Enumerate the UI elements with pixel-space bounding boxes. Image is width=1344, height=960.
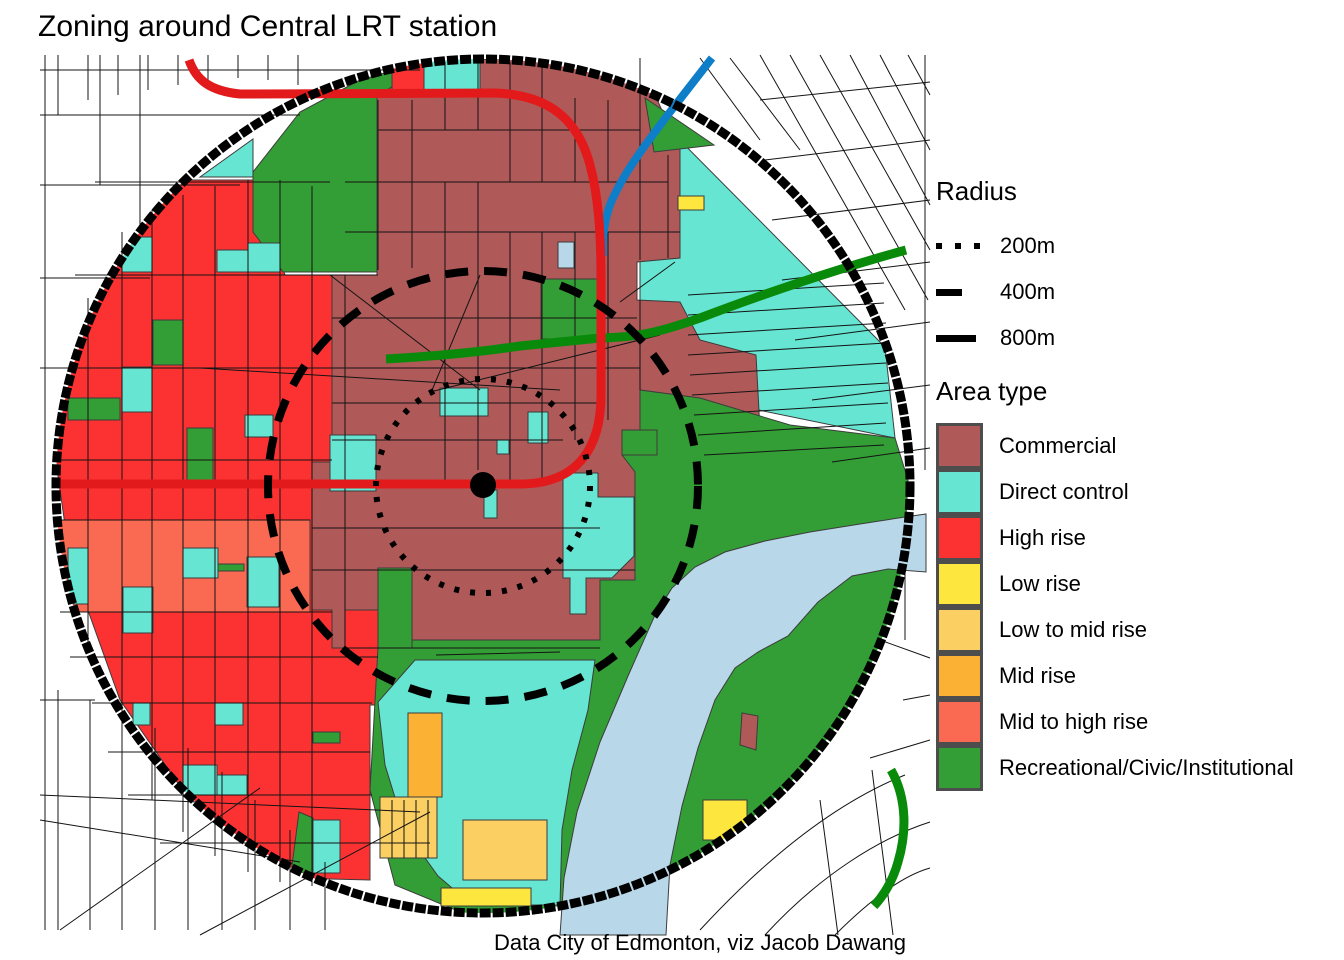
legend-item-recreational: Recreational/Civic/Institutional [936, 745, 1336, 791]
color-swatch-mid-rise [936, 653, 983, 699]
roads-west-grid [56, 180, 640, 886]
zoning-layer [56, 59, 909, 913]
legend-item-mid-to-high-rise: Mid to high rise [936, 699, 1336, 745]
dotted-line-sample [936, 243, 980, 249]
legend-item-low-rise: Low rise [936, 561, 1336, 607]
page-title: Zoning around Central LRT station [38, 10, 498, 43]
river [559, 513, 927, 936]
valley-road-line-southeast [870, 767, 909, 910]
station-dot [470, 472, 496, 498]
color-swatch-mid-to-high-rise [936, 699, 983, 745]
legend-item-direct-control: Direct control [936, 469, 1336, 515]
legend-item-commercial: Commercial [936, 423, 1336, 469]
legend-radius-title: Radius [936, 176, 1017, 206]
ring-800m [51, 54, 915, 918]
color-swatch-recreational [936, 745, 983, 791]
legend-item-mid-rise: Mid rise [936, 653, 1336, 699]
ring-200m [373, 376, 593, 596]
legend-radius-item-400m: 400m [936, 269, 1326, 315]
legend-area-title: Area type [936, 376, 1048, 406]
solid-line-sample [936, 334, 976, 342]
color-swatch-high-rise [936, 515, 983, 561]
color-swatch-low-to-mid-rise [936, 607, 983, 653]
lrt-line [57, 58, 606, 489]
legend-area-type: Area type Commercial Direct control High… [936, 376, 1336, 791]
color-swatch-low-rise [936, 561, 983, 607]
legend-radius-item-800m: 800m [936, 315, 1326, 361]
color-swatch-commercial [936, 423, 983, 469]
zone-green-top-triangle [644, 96, 716, 153]
ring-400m [264, 267, 702, 705]
legend-item-low-to-mid-rise: Low to mid rise [936, 607, 1336, 653]
valley-road-line [385, 245, 908, 364]
caption: Data City of Edmonton, viz Jacob Dawang [493, 930, 907, 955]
legend-radius-item-200m: 200m [936, 223, 1326, 269]
legend-item-high-rise: High rise [936, 515, 1336, 561]
dashed-line-sample [936, 288, 980, 296]
roads-outside-bottom-left [39, 690, 431, 936]
zone-cyan-top-triangle [198, 138, 254, 178]
zone-direct-control-east-of-station [562, 472, 635, 615]
legend-radius: Radius 200m 400m 800m [936, 176, 1326, 361]
color-swatch-direct-control [936, 469, 983, 515]
roads-outside-top-left [40, 55, 561, 930]
